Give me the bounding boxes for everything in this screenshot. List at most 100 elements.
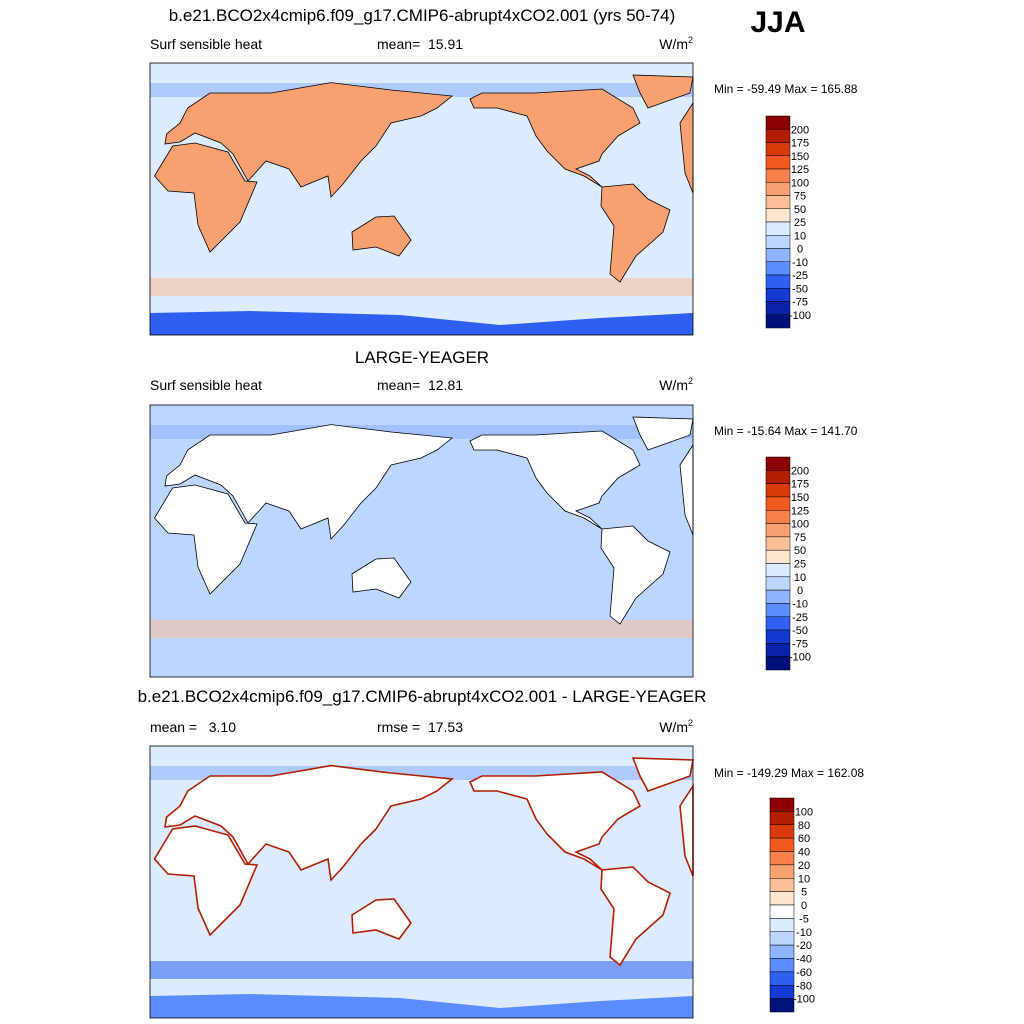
colorbar-box — [765, 274, 791, 289]
colorbar-box — [765, 456, 791, 471]
colorbar-box — [765, 576, 791, 591]
units: W/m2 — [659, 718, 693, 735]
center-label: mean= 12.81 — [377, 377, 463, 393]
antarctica — [150, 311, 693, 335]
colorbar-box — [769, 891, 795, 906]
colorbar-label: 25 — [794, 559, 806, 571]
units-base: W/m — [659, 36, 688, 52]
colorbar-box — [769, 851, 795, 866]
map-frame — [149, 62, 694, 336]
colorbar-box — [769, 918, 795, 932]
units-sup: 2 — [688, 35, 693, 45]
colorbar-box — [765, 208, 791, 223]
colorbar-box — [765, 301, 791, 315]
colorbar-label: 200 — [791, 465, 809, 477]
colorbar-box — [765, 643, 791, 657]
units: W/m2 — [659, 376, 693, 393]
center-label: rmse = 17.53 — [377, 719, 463, 735]
colorbar-box — [765, 523, 791, 538]
colorbar-label: 0 — [797, 585, 803, 597]
units-base: W/m — [659, 719, 688, 735]
colorbar-label: 10 — [794, 230, 806, 242]
antarctica — [150, 994, 693, 1018]
colorbar-label: -75 — [792, 297, 808, 309]
colorbar-box — [769, 811, 795, 825]
colorbar-label: -40 — [796, 954, 812, 966]
colorbar-label: 100 — [795, 806, 813, 818]
colorbar-label: 75 — [794, 532, 806, 544]
panel-title: b.e21.BCO2x4cmip6.f09_g17.CMIP6-abrupt4x… — [169, 6, 675, 25]
colorbar-label: -50 — [792, 283, 808, 295]
panel-title: LARGE-YEAGER — [355, 348, 489, 367]
season-label: JJA — [750, 6, 805, 39]
colorbar-label: 175 — [791, 138, 809, 150]
colorbar-box — [765, 470, 791, 484]
colorbar-box — [769, 985, 795, 999]
colorbar-box — [765, 288, 791, 302]
colorbar-box — [765, 510, 791, 524]
colorbar-label: 25 — [794, 217, 806, 229]
colorbar-box — [765, 496, 791, 511]
colorbar-box — [765, 656, 791, 671]
map-frame — [149, 404, 694, 678]
colorbar-label: 50 — [794, 545, 806, 557]
colorbar-box — [769, 998, 795, 1013]
colorbar-label: -100 — [789, 652, 811, 664]
colorbar-box — [765, 235, 791, 249]
panel-title: b.e21.BCO2x4cmip6.f09_g17.CMIP6-abrupt4x… — [138, 687, 707, 706]
center-label: mean= 15.91 — [377, 36, 463, 52]
colorbar-label: 0 — [797, 244, 803, 256]
colorbar-label: -25 — [792, 612, 808, 624]
range-label: Min = -149.29 Max = 162.08 — [714, 766, 864, 780]
colorbar-label: 150 — [791, 492, 809, 504]
colorbar-box — [769, 931, 795, 946]
colorbar-label: -10 — [792, 257, 808, 269]
colorbar-label: -100 — [789, 310, 811, 322]
colorbar-label: -10 — [796, 927, 812, 939]
units-sup: 2 — [688, 718, 693, 728]
colorbar-label: 100 — [791, 519, 809, 531]
colorbar-box — [769, 971, 795, 986]
colorbar-label: 60 — [798, 833, 810, 845]
colorbar-label: -20 — [796, 940, 812, 952]
colorbar-label: 20 — [798, 860, 810, 872]
colorbar-box — [769, 904, 795, 919]
colorbar-box — [765, 549, 791, 564]
colorbar-box — [765, 483, 791, 498]
antarctica — [150, 653, 693, 677]
colorbar-label: 80 — [798, 820, 810, 832]
colorbar-box — [765, 168, 791, 183]
colorbar-label: 200 — [791, 124, 809, 136]
colorbar-label: 175 — [791, 479, 809, 491]
map — [149, 404, 694, 678]
left-label: Surf sensible heat — [150, 36, 262, 52]
left-label: Surf sensible heat — [150, 377, 262, 393]
colorbar-box — [765, 129, 791, 143]
colorbar-label: 150 — [791, 151, 809, 163]
colorbar-box — [765, 314, 791, 329]
colorbar-box — [769, 878, 795, 892]
colorbar-label: 125 — [791, 164, 809, 176]
colorbar-box — [765, 603, 791, 617]
colorbar-box — [769, 797, 795, 812]
colorbar-box — [769, 824, 795, 839]
map — [149, 62, 694, 336]
colorbar-label: -10 — [792, 598, 808, 610]
left-label: mean = 3.10 — [150, 719, 236, 735]
range-label: Min = -59.49 Max = 165.88 — [714, 82, 858, 96]
colorbar-label: 100 — [791, 177, 809, 189]
ocean-band — [150, 961, 693, 979]
units-base: W/m — [659, 377, 688, 393]
map-frame — [149, 745, 694, 1019]
colorbar-label: 75 — [794, 191, 806, 203]
colorbar-label: -75 — [792, 638, 808, 650]
colorbar-label: -100 — [793, 994, 815, 1006]
colorbar-label: 50 — [794, 204, 806, 216]
colorbar-box — [765, 195, 791, 209]
colorbar-box — [765, 536, 791, 551]
colorbar-box — [769, 837, 795, 852]
colorbar-box — [765, 221, 791, 236]
colorbar-box — [769, 864, 795, 879]
colorbar-label: -25 — [792, 270, 808, 282]
colorbar-label: -5 — [799, 913, 809, 925]
